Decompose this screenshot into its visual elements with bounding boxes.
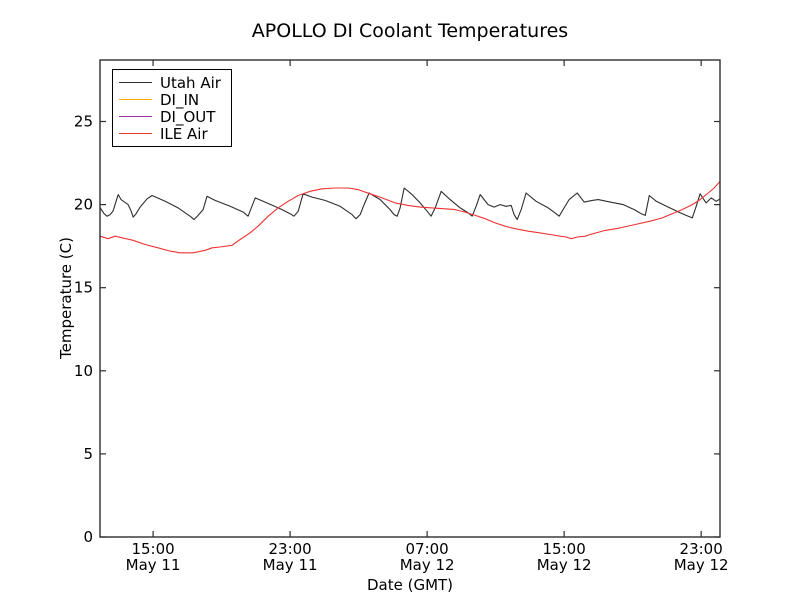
legend-item: DI_OUT (119, 108, 225, 125)
legend: Utah Air DI_IN DI_OUT ILE Air (112, 69, 232, 147)
x-tick-label-time: 07:00 (406, 540, 449, 558)
x-tick-label-time: 15:00 (543, 540, 586, 558)
legend-label: Utah Air (160, 73, 221, 92)
x-tick-label-time: 23:00 (680, 540, 723, 558)
series-line-ile-air (100, 180, 721, 254)
legend-item: Utah Air (119, 74, 225, 91)
series-line-utah-air (99, 187, 721, 221)
y-tick-label: 10 (74, 362, 93, 380)
y-tick-label: 20 (74, 196, 93, 214)
x-tick-label-date: May 11 (126, 556, 181, 574)
x-axis-label: Date (GMT) (366, 576, 454, 594)
x-tick-label-time: 15:00 (131, 540, 174, 558)
legend-label: ILE Air (160, 124, 208, 143)
chart-title: APOLLO DI Coolant Temperatures (251, 20, 569, 42)
x-tick-label-time: 23:00 (268, 540, 311, 558)
y-tick-label: 25 (74, 112, 93, 130)
legend-item: DI_IN (119, 91, 225, 108)
legend-label: DI_OUT (160, 107, 216, 126)
x-tick-label-date: May 12 (537, 556, 592, 574)
y-tick-label: 5 (83, 445, 93, 463)
legend-line-swatch (119, 99, 152, 100)
x-tick-label-date: May 11 (263, 556, 318, 574)
y-tick-label: 0 (83, 528, 93, 546)
x-tick-label-date: May 12 (400, 556, 455, 574)
y-tick-label: 15 (74, 279, 93, 297)
legend-label: DI_IN (160, 90, 200, 109)
plot-frame (99, 59, 721, 538)
legend-item: ILE Air (119, 125, 225, 142)
legend-line-swatch (119, 116, 152, 117)
legend-line-swatch (119, 82, 152, 83)
legend-line-swatch (119, 133, 152, 134)
x-tick-label-date: May 12 (674, 556, 729, 574)
